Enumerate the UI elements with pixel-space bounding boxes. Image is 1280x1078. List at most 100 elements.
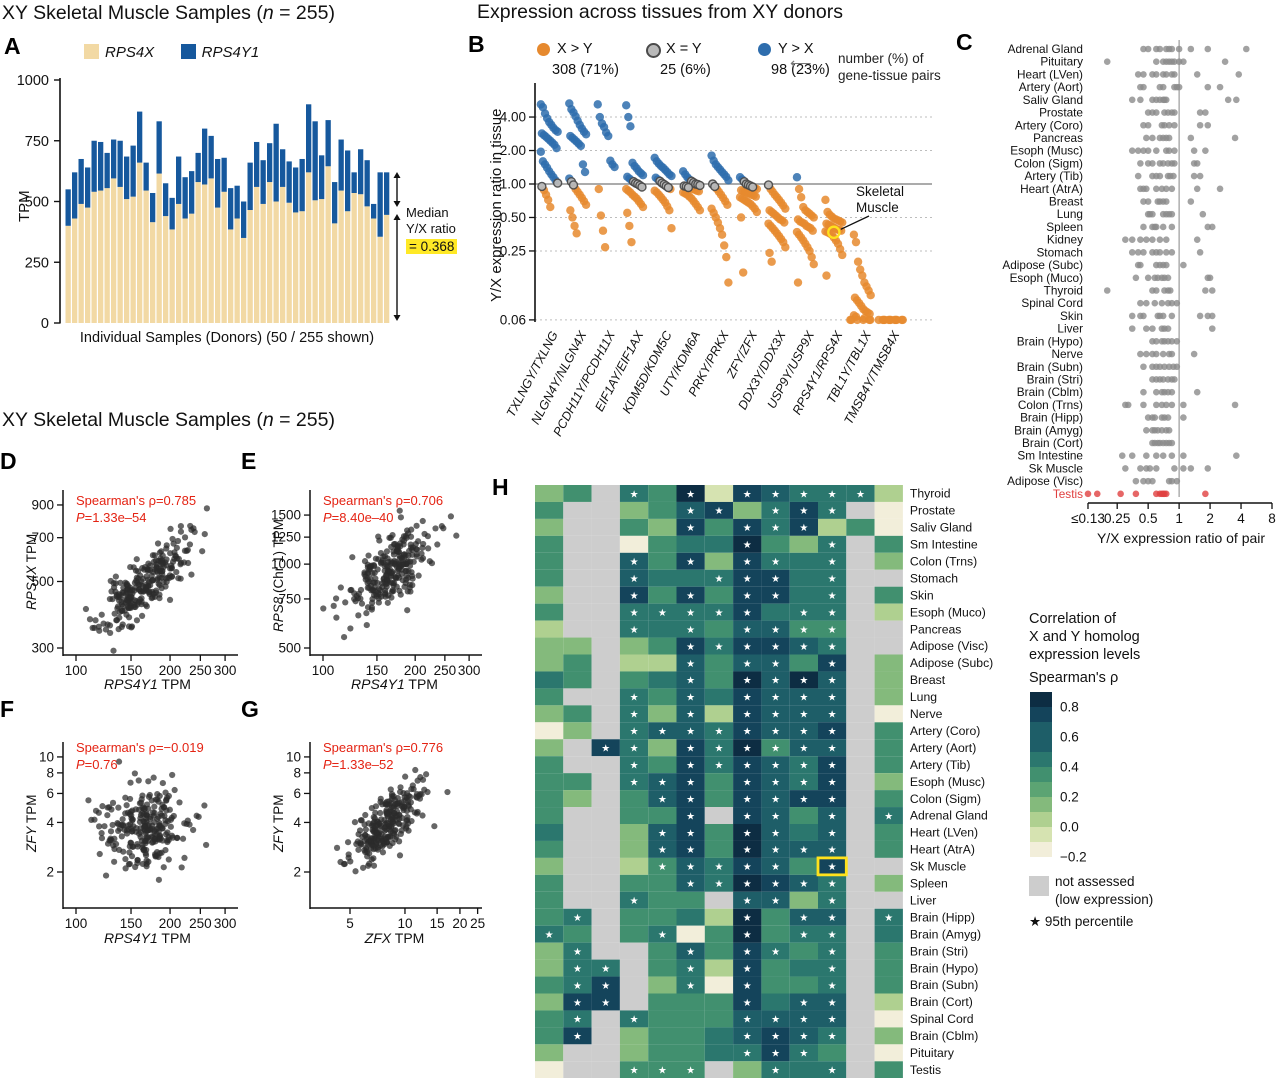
na-line1: not assessed — [1055, 874, 1135, 889]
bar-rps4x — [254, 186, 260, 323]
scatter-point — [365, 820, 372, 827]
scatter-point — [397, 830, 404, 838]
heatmap-cell — [789, 824, 818, 841]
data-point-x-gt-y — [722, 252, 731, 262]
rps4y1-swatch — [180, 44, 196, 59]
percentile-star-icon: ★ — [771, 574, 780, 585]
heatmap-cell — [648, 959, 677, 977]
percentile-star-icon: ★ — [828, 676, 837, 687]
bar-rps4y1 — [280, 149, 286, 187]
scatter-point — [413, 551, 420, 558]
heatmap-row-label: Brain (Hipp) — [910, 910, 975, 924]
heatmap-cell — [761, 756, 790, 774]
scatter-point — [102, 626, 110, 633]
scatter-point — [133, 617, 141, 624]
heatmap-cell — [535, 1044, 564, 1062]
heatmap-cell-na — [704, 807, 734, 824]
c-data-point — [1231, 401, 1239, 409]
heatmap-cell — [535, 485, 564, 502]
heatmap-cell — [563, 705, 592, 723]
rps4x-swatch — [84, 44, 99, 59]
c-data-point — [1171, 121, 1178, 129]
heatmap-cell-na — [591, 1010, 620, 1028]
heatmap-cell — [704, 773, 734, 791]
c-xtick-label: 0.5 — [1139, 511, 1158, 526]
b-ytick-label: 2.00 — [500, 143, 526, 158]
scatter-point — [174, 537, 182, 545]
heatmap-cell — [874, 501, 903, 519]
data-point-y-gt-x — [624, 112, 633, 122]
data-point-x-gt-y — [596, 211, 606, 220]
percentile-star-icon: ★ — [799, 625, 808, 636]
colorbar-tick-label: −0.2 — [1060, 850, 1087, 865]
data-point-x-gt-y — [723, 200, 732, 210]
data-point-x-gt-y — [717, 230, 727, 239]
heatmap-cell — [733, 857, 762, 875]
scatter-point — [144, 566, 151, 573]
percentile-star-icon: ★ — [686, 947, 695, 958]
c-data-point — [1152, 350, 1160, 358]
scatter-point — [403, 567, 410, 574]
percentile-star-icon: ★ — [686, 1066, 695, 1077]
scatter-point — [129, 816, 136, 823]
heatmap-cell — [789, 569, 818, 587]
data-point-x-gt-y — [781, 243, 790, 252]
scatter-point — [333, 844, 341, 851]
scatter-point — [402, 773, 409, 780]
bar-rps4x — [169, 229, 175, 323]
c-data-point — [1143, 325, 1150, 332]
scatter-point — [370, 562, 377, 569]
scatter-point — [340, 860, 348, 868]
percentile-star-icon: ★ — [799, 913, 808, 924]
c-data-point — [1202, 147, 1209, 154]
scatter-point — [143, 835, 150, 842]
heatmap-cell — [676, 1044, 705, 1062]
heatmap-cell — [818, 1010, 847, 1028]
heatmap-row-label: Adipose (Visc) — [910, 639, 988, 653]
heatmap-cell — [818, 552, 847, 570]
bar-rps4y1 — [111, 139, 117, 179]
percentile-star-icon: ★ — [828, 625, 837, 636]
heatmap-cell — [619, 857, 649, 875]
data-point-x-eq-y — [747, 182, 758, 192]
heatmap-cell — [789, 1027, 818, 1045]
c-data-point — [1168, 299, 1176, 307]
scatter-point — [440, 525, 447, 532]
heatmap-cell — [676, 739, 705, 757]
heatmap-row-label: Pituitary — [910, 1046, 955, 1060]
tissue-label: Colon (Sigm) — [1014, 156, 1083, 170]
heatmap-cell — [676, 501, 705, 519]
percentile-star-icon: ★ — [771, 1015, 780, 1026]
scatter-point — [412, 766, 419, 774]
c-data-point — [1164, 325, 1172, 332]
percentile-star-icon: ★ — [743, 693, 752, 704]
scatter-point — [203, 505, 211, 512]
scatter-point — [127, 839, 134, 846]
heatmap-cell — [563, 722, 592, 740]
c-data-point — [1143, 452, 1150, 460]
heatmap-cell — [874, 739, 903, 757]
heatmap-cell — [535, 993, 564, 1011]
bar-rps4x — [332, 223, 338, 323]
panel-d-ylabel: RPS4X TPM — [24, 534, 39, 610]
percentile-star-icon: ★ — [799, 998, 808, 1009]
heatmap-cell — [789, 993, 818, 1011]
data-point-x-gt-y — [781, 204, 790, 213]
tissue-label: Nerve — [1052, 347, 1084, 361]
panel-b-label: B — [468, 31, 485, 57]
heatmap-cell — [761, 705, 790, 723]
data-point-y-gt-x — [593, 100, 602, 109]
scatter-point — [106, 595, 114, 603]
heatmap-cell — [563, 1010, 592, 1028]
heatmap-cell — [619, 620, 649, 638]
scatter-point — [407, 793, 414, 800]
data-point-x-gt-y — [623, 208, 632, 218]
xtick-label: 25 — [470, 916, 485, 931]
tissue-label: Brain (Subn) — [1017, 360, 1083, 374]
c-data-point — [1165, 427, 1173, 434]
data-point-x-gt-y — [853, 257, 863, 266]
percentile-star-icon: ★ — [799, 744, 808, 755]
percentile-label: 95th percentile — [1044, 914, 1134, 929]
ytick-label: 8 — [293, 765, 301, 780]
bar-rps4x — [286, 202, 292, 323]
